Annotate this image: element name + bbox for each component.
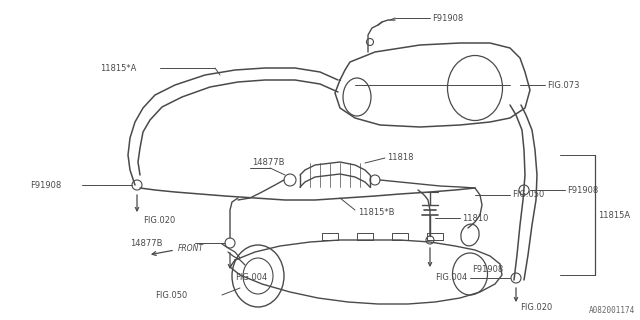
Text: 11815A: 11815A (598, 211, 630, 220)
Text: FIG.004: FIG.004 (435, 273, 467, 282)
Text: FIG.004: FIG.004 (235, 274, 268, 283)
Text: A082001174: A082001174 (589, 306, 635, 315)
Text: FIG.073: FIG.073 (547, 81, 579, 90)
Text: FIG.020: FIG.020 (143, 215, 175, 225)
Text: F91908: F91908 (472, 266, 503, 275)
Text: 11815*B: 11815*B (358, 207, 394, 217)
Text: 14877B: 14877B (130, 238, 163, 247)
Text: F91908: F91908 (432, 13, 463, 22)
Text: FIG.020: FIG.020 (520, 303, 552, 313)
Text: FRONT: FRONT (178, 244, 204, 252)
Text: F91908: F91908 (567, 186, 598, 195)
Text: 11810: 11810 (462, 213, 488, 222)
Text: 11818: 11818 (387, 153, 413, 162)
Text: FIG.050: FIG.050 (155, 291, 188, 300)
Text: 11815*A: 11815*A (100, 63, 136, 73)
Text: FIG.050: FIG.050 (512, 189, 544, 198)
Text: F91908: F91908 (30, 180, 61, 189)
Text: 14877B: 14877B (252, 157, 285, 166)
